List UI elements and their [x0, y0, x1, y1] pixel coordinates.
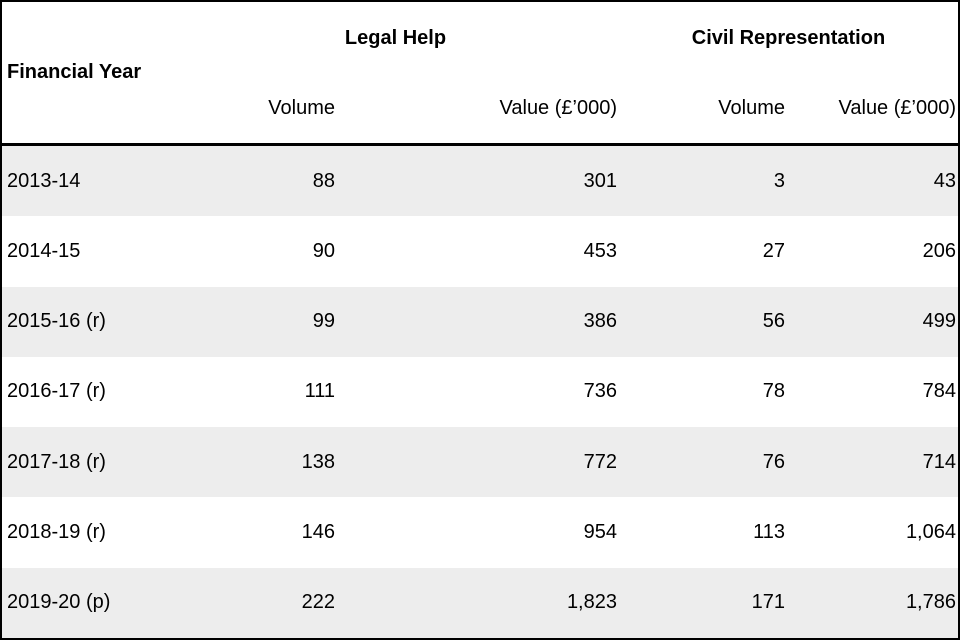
column-header-row: Volume Value (£’000) Volume Value (£’000… — [2, 74, 958, 143]
year-cell: 2014-15 — [7, 239, 81, 262]
cr-value-cell: 714 — [922, 450, 956, 473]
cr-volume-cell: 78 — [762, 380, 785, 403]
lh-volume-cell: 88 — [312, 169, 335, 192]
group-header-civil-representation: Civil Representation — [691, 26, 886, 49]
table-row: 2016-17 (r) 111 736 78 784 — [2, 357, 958, 427]
lh-value-cell: 1,823 — [566, 591, 617, 614]
row-header-financial-year: Financial Year — [7, 61, 142, 83]
year-cell: 2015-16 (r) — [7, 310, 106, 333]
cr-volume-cell: 171 — [751, 591, 785, 614]
table-row: 2019-20 (p) 222 1,823 171 1,786 — [2, 567, 958, 638]
lh-value-cell: 772 — [583, 450, 617, 473]
column-header-lh-volume: Volume — [268, 97, 335, 119]
cr-value-cell: 43 — [933, 169, 956, 192]
table-header: Financial Year Legal Help Civil Represen… — [2, 2, 958, 146]
lh-volume-cell: 146 — [301, 521, 335, 544]
cr-value-cell: 1,064 — [905, 521, 956, 544]
lh-value-cell: 453 — [583, 239, 617, 262]
cr-volume-cell: 76 — [762, 450, 785, 473]
lh-volume-cell: 222 — [301, 591, 335, 614]
year-cell: 2017-18 (r) — [7, 450, 106, 473]
cr-value-cell: 784 — [922, 380, 956, 403]
table-row: 2015-16 (r) 99 386 56 499 — [2, 286, 958, 357]
table-row: 2014-15 90 453 27 206 — [2, 216, 958, 286]
column-header-cr-value: Value (£’000) — [838, 97, 956, 119]
lh-value-cell: 736 — [583, 380, 617, 403]
lh-volume-cell: 99 — [312, 310, 335, 333]
cr-volume-cell: 27 — [762, 239, 785, 262]
table-row: 2017-18 (r) 138 772 76 714 — [2, 427, 958, 498]
year-cell: 2016-17 (r) — [7, 380, 106, 403]
column-header-cr-volume: Volume — [718, 97, 785, 119]
cr-value-cell: 206 — [922, 239, 956, 262]
year-cell: 2019-20 (p) — [7, 591, 111, 614]
table-row: 2018-19 (r) 146 954 113 1,064 — [2, 497, 958, 567]
lh-volume-cell: 138 — [301, 450, 335, 473]
lh-value-cell: 386 — [583, 310, 617, 333]
year-cell: 2018-19 (r) — [7, 521, 106, 544]
cr-volume-cell: 113 — [753, 521, 785, 544]
lh-value-cell: 301 — [583, 169, 617, 192]
table-row: 2013-14 88 301 3 43 — [2, 146, 958, 217]
cr-volume-cell: 3 — [773, 169, 785, 192]
lh-volume-cell: 90 — [312, 239, 335, 262]
lh-value-cell: 954 — [583, 521, 617, 544]
column-header-lh-value: Value (£’000) — [499, 97, 617, 119]
cr-value-cell: 499 — [922, 310, 956, 333]
table-body: 2013-14 88 301 3 43 2014-15 90 453 27 20… — [2, 146, 958, 638]
group-header-row: Legal Help Civil Representation — [2, 2, 958, 74]
year-cell: 2013-14 — [7, 169, 81, 192]
group-header-legal-help: Legal Help — [344, 26, 447, 49]
cr-value-cell: 1,786 — [905, 591, 956, 614]
lh-volume-cell: 111 — [304, 380, 335, 403]
cr-volume-cell: 56 — [762, 310, 785, 333]
